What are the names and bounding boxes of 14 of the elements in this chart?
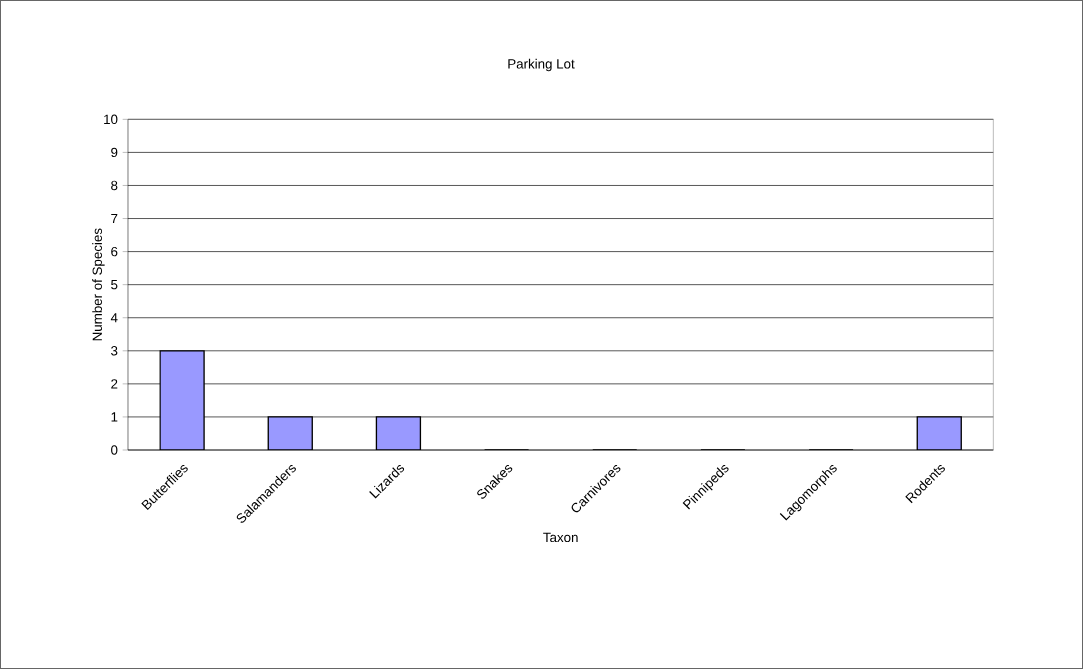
y-tick-label: 3 [111,346,118,356]
y-tick-label: 4 [110,313,118,323]
y-tick-label: 1 [111,412,118,422]
y-tick-label: 10 [104,114,118,125]
y-axis-title: Number of Species [92,228,105,341]
y-tick-label: 8 [111,180,118,191]
y-tick-label: 6 [111,246,118,257]
y-tick-label: 9 [111,147,118,158]
y-tick-label: 7 [111,213,118,224]
chart-title: Parking Lot [508,58,575,72]
y-tick-label: 2 [111,379,118,389]
y-tick-label: 0 [111,445,118,455]
x-axis-title: Taxon [543,532,578,543]
y-tick-label: 5 [111,280,118,290]
